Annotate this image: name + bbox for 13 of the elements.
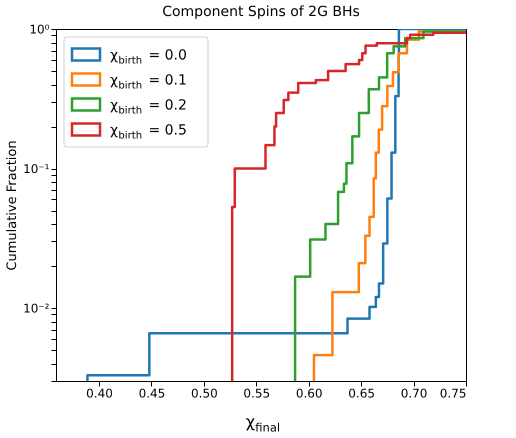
y-tick-label: 10⁰ bbox=[29, 22, 50, 36]
x-tick-label: 0.65 bbox=[348, 386, 375, 400]
x-tick-label: 0.40 bbox=[86, 386, 113, 400]
x-tick-label: 0.70 bbox=[400, 386, 428, 400]
x-tick-label: 0.75 bbox=[440, 386, 466, 400]
x-tick-label: 0.60 bbox=[296, 386, 323, 400]
chart-title: Component Spins of 2G BHs bbox=[162, 4, 360, 20]
x-tick-label: 0.55 bbox=[243, 386, 270, 400]
x-tick-label: 0.50 bbox=[190, 386, 218, 400]
y-tick-label: 10⁻¹ bbox=[23, 162, 50, 176]
y-tick-label: 10⁻² bbox=[23, 302, 50, 316]
y-axis-title: Cumulative Fraction bbox=[5, 140, 20, 271]
x-tick-label: 0.45 bbox=[138, 386, 166, 400]
